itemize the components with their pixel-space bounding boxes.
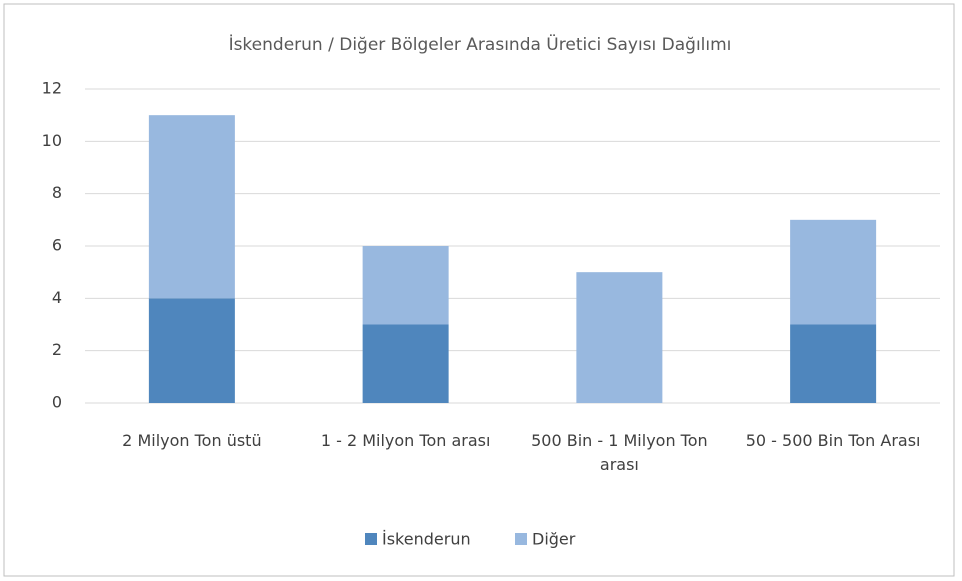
x-tick-label: 1 - 2 Milyon Ton arası: [320, 431, 491, 450]
bar-segment: [362, 324, 449, 403]
legend-swatch: [365, 533, 377, 545]
y-tick-label: 12: [42, 79, 62, 98]
x-tick-label: 2 Milyon Ton üstü: [122, 431, 262, 450]
x-tick-label: 500 Bin - 1 Milyon Ton arası: [531, 431, 708, 474]
chart-title: İskenderun / Diğer Bölgeler Arasında Üre…: [229, 33, 732, 55]
y-tick-label: 2: [52, 340, 62, 359]
bar-segment: [790, 324, 877, 403]
y-tick-label: 10: [42, 131, 62, 150]
x-tick-label: 50 - 500 Bin Ton Arası: [745, 431, 921, 450]
bar-segment: [362, 246, 449, 325]
bar-segment: [148, 115, 235, 299]
bar-segment: [148, 298, 235, 403]
y-tick-label: 8: [52, 183, 62, 202]
y-tick-label: 6: [52, 236, 62, 255]
y-tick-label: 0: [52, 393, 62, 412]
bar-segment: [790, 219, 877, 325]
legend-label: Diğer: [532, 530, 576, 549]
y-tick-label: 4: [52, 288, 62, 307]
legend-swatch: [515, 533, 527, 545]
legend-label: İskenderun: [382, 530, 471, 549]
bar-segment: [576, 272, 663, 403]
